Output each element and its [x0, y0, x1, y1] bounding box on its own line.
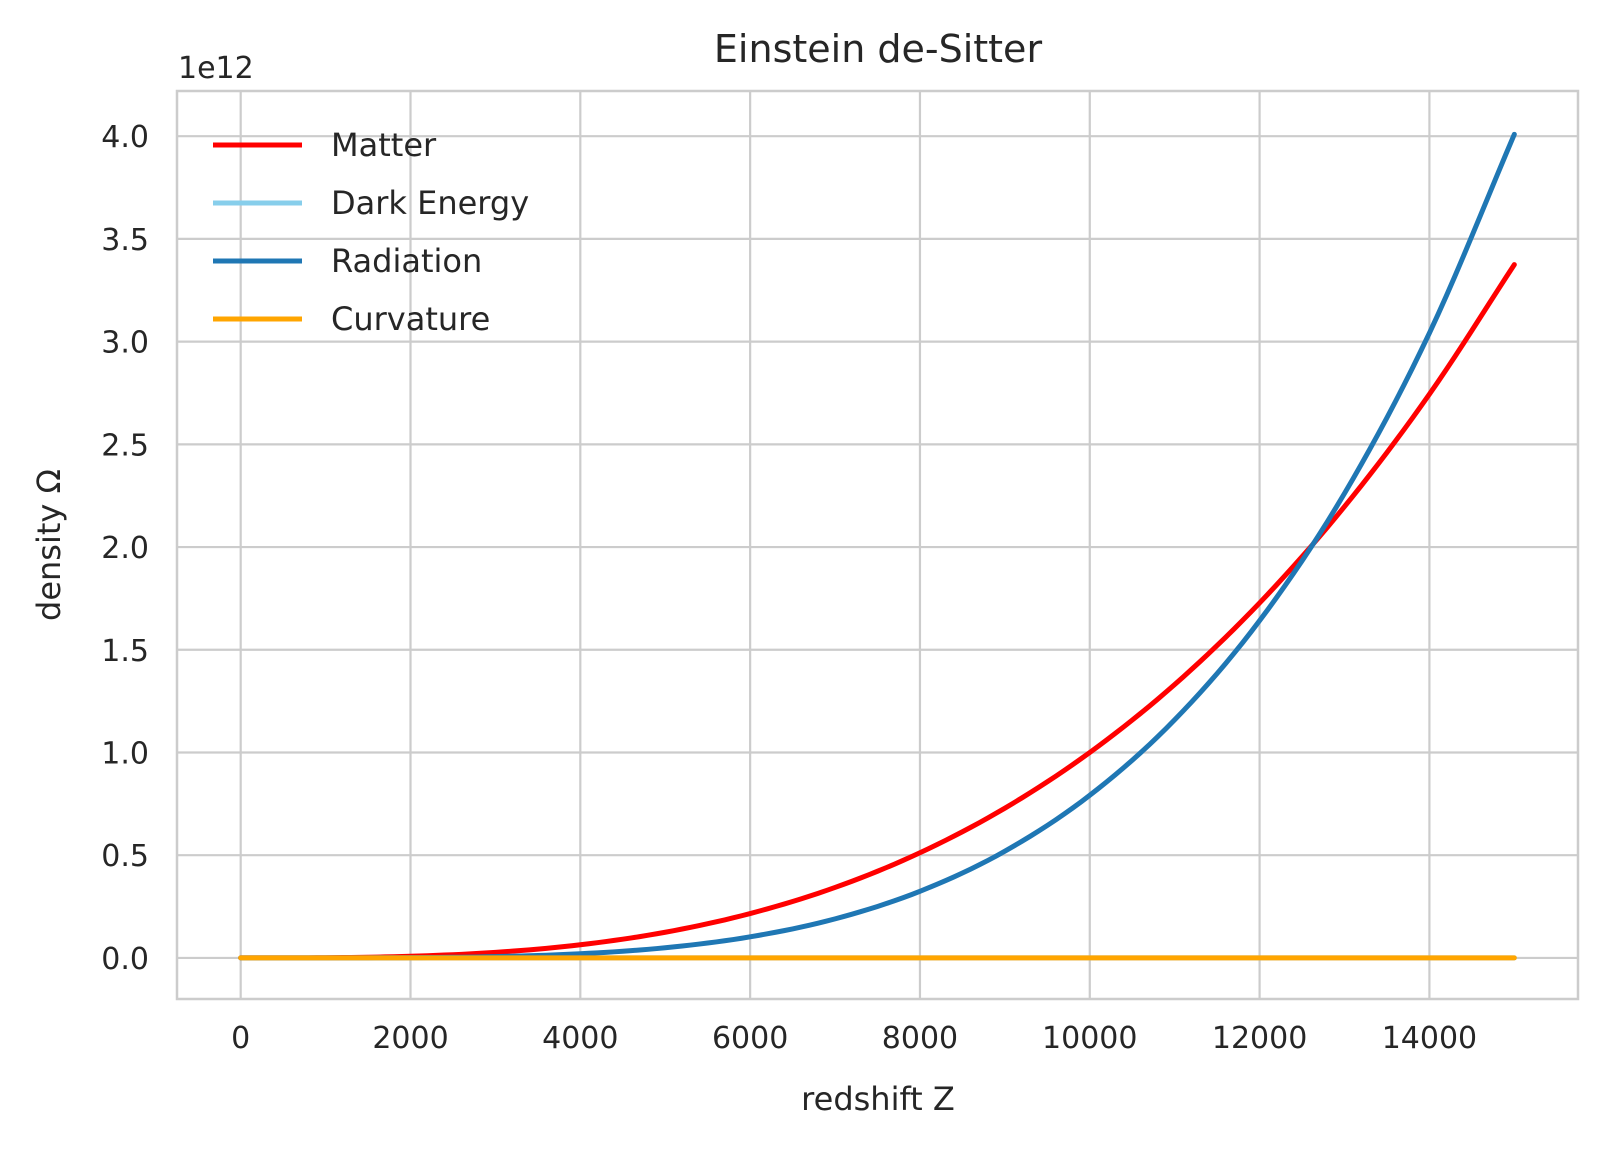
y-offset-label: 1e12: [178, 51, 254, 86]
series-layer: [238, 131, 1517, 961]
x-tick-label: 6000: [712, 1021, 788, 1056]
x-tick-label: 2000: [372, 1021, 448, 1056]
y-axis-ticks: 0.0 0.5 1.0 1.5 2.0 2.5 3.0 3.5 4.0: [101, 120, 149, 977]
x-tick-label: 4000: [542, 1021, 618, 1056]
y-tick-label: 1.0: [101, 736, 149, 771]
x-axis-label: redshift Z: [801, 1080, 955, 1118]
x-axis-ticks: 0 2000 4000 6000 8000 10000 12000 14000: [231, 1021, 1477, 1056]
y-tick-label: 2.0: [101, 531, 149, 566]
chart-title: Einstein de-Sitter: [714, 27, 1043, 71]
x-tick-label: 10000: [1042, 1021, 1137, 1056]
plot-area-frame: [175, 89, 1580, 1001]
x-tick-label: 8000: [882, 1021, 958, 1056]
y-tick-label: 0.5: [101, 839, 149, 874]
series-line-matter: [238, 262, 1517, 961]
y-tick-label: 3.5: [101, 223, 149, 258]
y-tick-label: 2.5: [101, 428, 149, 463]
grid: [177, 91, 1578, 999]
x-tick-label: 12000: [1212, 1021, 1307, 1056]
legend-label-dark-energy: Dark Energy: [331, 184, 529, 222]
y-tick-label: 0.0: [101, 942, 149, 977]
y-axis-label: density Ω: [30, 469, 68, 621]
legend-label-matter: Matter: [331, 126, 437, 164]
x-tick-label: 14000: [1382, 1021, 1477, 1056]
legend: Matter Dark Energy Radiation Curvature: [213, 126, 529, 338]
legend-label-curvature: Curvature: [331, 300, 490, 338]
y-tick-label: 4.0: [101, 120, 149, 155]
y-tick-label: 1.5: [101, 634, 149, 669]
x-tick-label: 0: [231, 1021, 250, 1056]
y-tick-label: 3.0: [101, 326, 149, 361]
legend-label-radiation: Radiation: [331, 242, 482, 280]
